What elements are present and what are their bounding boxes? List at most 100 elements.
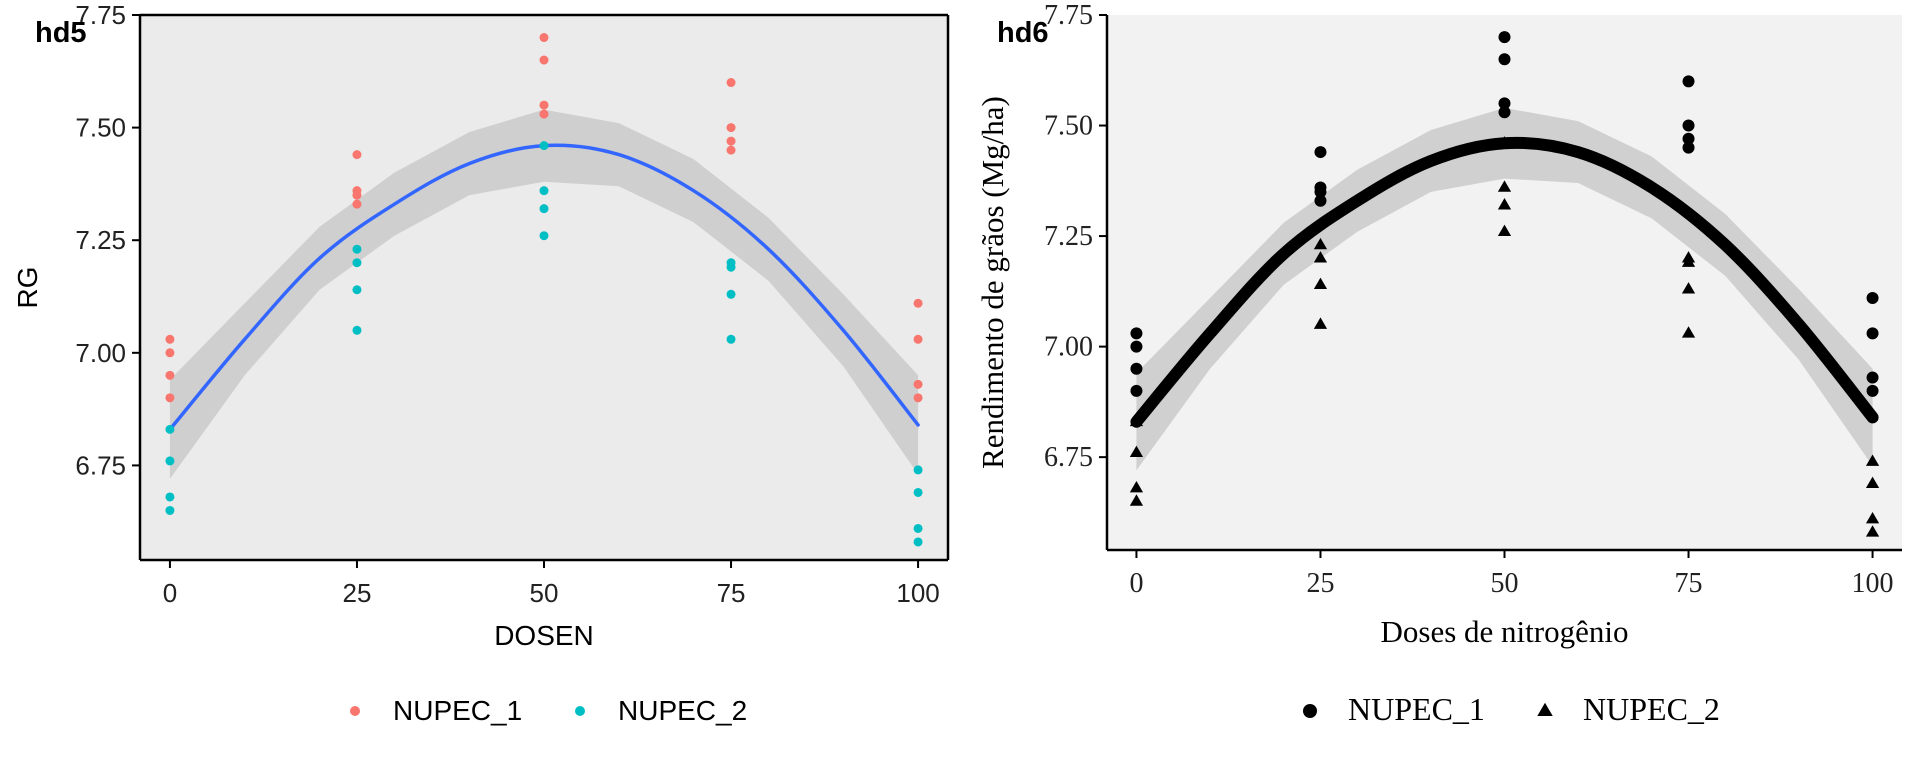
data-point xyxy=(352,244,362,254)
panel-tag: hd6 xyxy=(997,17,1049,49)
data-point xyxy=(726,78,736,88)
data-point xyxy=(165,424,175,434)
legend-item: NUPEC_2 xyxy=(575,695,747,726)
x-axis-label: DOSEN xyxy=(494,620,594,651)
data-point xyxy=(1497,180,1512,192)
x-tick-label: 100 xyxy=(1852,568,1894,599)
y-tick-label: 7.75 xyxy=(75,0,126,30)
data-point xyxy=(1313,237,1328,250)
data-point xyxy=(539,33,549,43)
data-point xyxy=(352,199,362,209)
y-tick-label: 7.00 xyxy=(75,338,126,368)
data-point xyxy=(1129,494,1144,506)
data-points xyxy=(1129,31,1880,537)
data-point xyxy=(1865,511,1880,524)
y-tick-label: 7.00 xyxy=(1044,332,1093,363)
data-point xyxy=(352,258,362,268)
data-point xyxy=(913,334,923,344)
legend-label: NUPEC_1 xyxy=(393,695,522,726)
legend-label: NUPEC_1 xyxy=(1348,691,1485,727)
legend-marker xyxy=(575,706,585,716)
y-tick-label: 6.75 xyxy=(75,450,126,480)
legend-marker xyxy=(350,706,360,716)
data-point xyxy=(913,487,923,497)
x-tick-label: 50 xyxy=(530,578,559,608)
x-tick-label: 100 xyxy=(896,578,939,608)
data-point xyxy=(1497,224,1512,236)
data-point xyxy=(1313,317,1328,329)
data-point xyxy=(726,334,736,344)
x-axis-label: Doses de nitrogênio xyxy=(1381,614,1629,649)
data-point xyxy=(1313,251,1328,263)
data-point xyxy=(913,298,923,308)
data-point xyxy=(1498,97,1511,110)
data-point xyxy=(1682,141,1695,154)
data-point xyxy=(1129,445,1144,458)
data-point xyxy=(913,393,923,403)
data-point xyxy=(726,136,736,146)
legend-marker xyxy=(1537,702,1553,717)
x-tick-label: 50 xyxy=(1491,568,1519,599)
legend-item: NUPEC_1 xyxy=(350,695,522,726)
data-point xyxy=(1313,277,1328,290)
data-point xyxy=(1129,481,1144,493)
legend-label: NUPEC_2 xyxy=(1583,691,1720,727)
data-point xyxy=(165,393,175,403)
chart-hd5: 6.75 7.00 7.25 7.50 7.75 0 25 50 75 100 hd5 DOSEN… xyxy=(12,0,950,726)
y-tick-label: 7.25 xyxy=(75,225,126,255)
data-point xyxy=(1498,106,1511,119)
data-point xyxy=(539,55,549,65)
data-point xyxy=(1130,362,1143,375)
data-point xyxy=(1866,327,1879,340)
data-point xyxy=(1130,327,1143,340)
panel-tag: hd5 xyxy=(35,17,87,49)
data-point xyxy=(726,145,736,155)
x-tick-label: 25 xyxy=(1306,568,1334,599)
legend-marker xyxy=(1303,704,1317,718)
data-point xyxy=(1130,340,1143,353)
data-point xyxy=(165,334,175,344)
data-point xyxy=(1129,414,1144,427)
y-tick-label: 7.50 xyxy=(1044,111,1093,142)
chart-hd6: 6.75 7.00 7.25 7.50 7.75 0 25 50 75 100 hd6 Doses… xyxy=(975,0,1902,727)
y-axis-label: Rendimento de grãos (Mg/ha) xyxy=(975,96,1010,469)
data-point xyxy=(726,123,736,133)
x-tick-label: 0 xyxy=(1129,568,1143,599)
data-point xyxy=(1866,384,1879,397)
data-point xyxy=(726,289,736,299)
data-point xyxy=(1682,132,1695,145)
data-point xyxy=(1681,255,1696,267)
data-point xyxy=(1314,146,1327,159)
data-point xyxy=(539,100,549,110)
y-tick-label: 7.25 xyxy=(1044,221,1093,252)
data-point xyxy=(1497,136,1512,148)
data-point xyxy=(913,537,923,547)
data-point xyxy=(539,231,549,241)
data-point xyxy=(539,204,549,214)
data-point xyxy=(1682,75,1695,88)
data-point xyxy=(1498,31,1511,44)
y-axis-label: RG xyxy=(12,267,43,309)
data-point xyxy=(1681,282,1696,294)
x-tick-label: 25 xyxy=(343,578,372,608)
data-point xyxy=(352,325,362,335)
data-point xyxy=(539,141,549,151)
y-tick-label: 7.50 xyxy=(75,113,126,143)
data-point xyxy=(1498,53,1511,66)
data-point xyxy=(913,379,923,389)
data-point xyxy=(913,465,923,475)
axes: 6.75 7.00 7.25 7.50 7.75 0 25 50 75 100 xyxy=(75,0,950,608)
legend-label: NUPEC_2 xyxy=(618,695,747,726)
data-point xyxy=(539,186,549,196)
y-tick-label: 7.75 xyxy=(1044,0,1093,31)
x-tick-label: 0 xyxy=(163,578,177,608)
data-point xyxy=(913,523,923,533)
data-point xyxy=(165,456,175,466)
data-point xyxy=(1314,185,1327,198)
data-points xyxy=(165,33,923,547)
data-point xyxy=(165,370,175,380)
data-point xyxy=(1866,371,1879,384)
data-point xyxy=(165,348,175,358)
data-point xyxy=(1681,326,1696,338)
